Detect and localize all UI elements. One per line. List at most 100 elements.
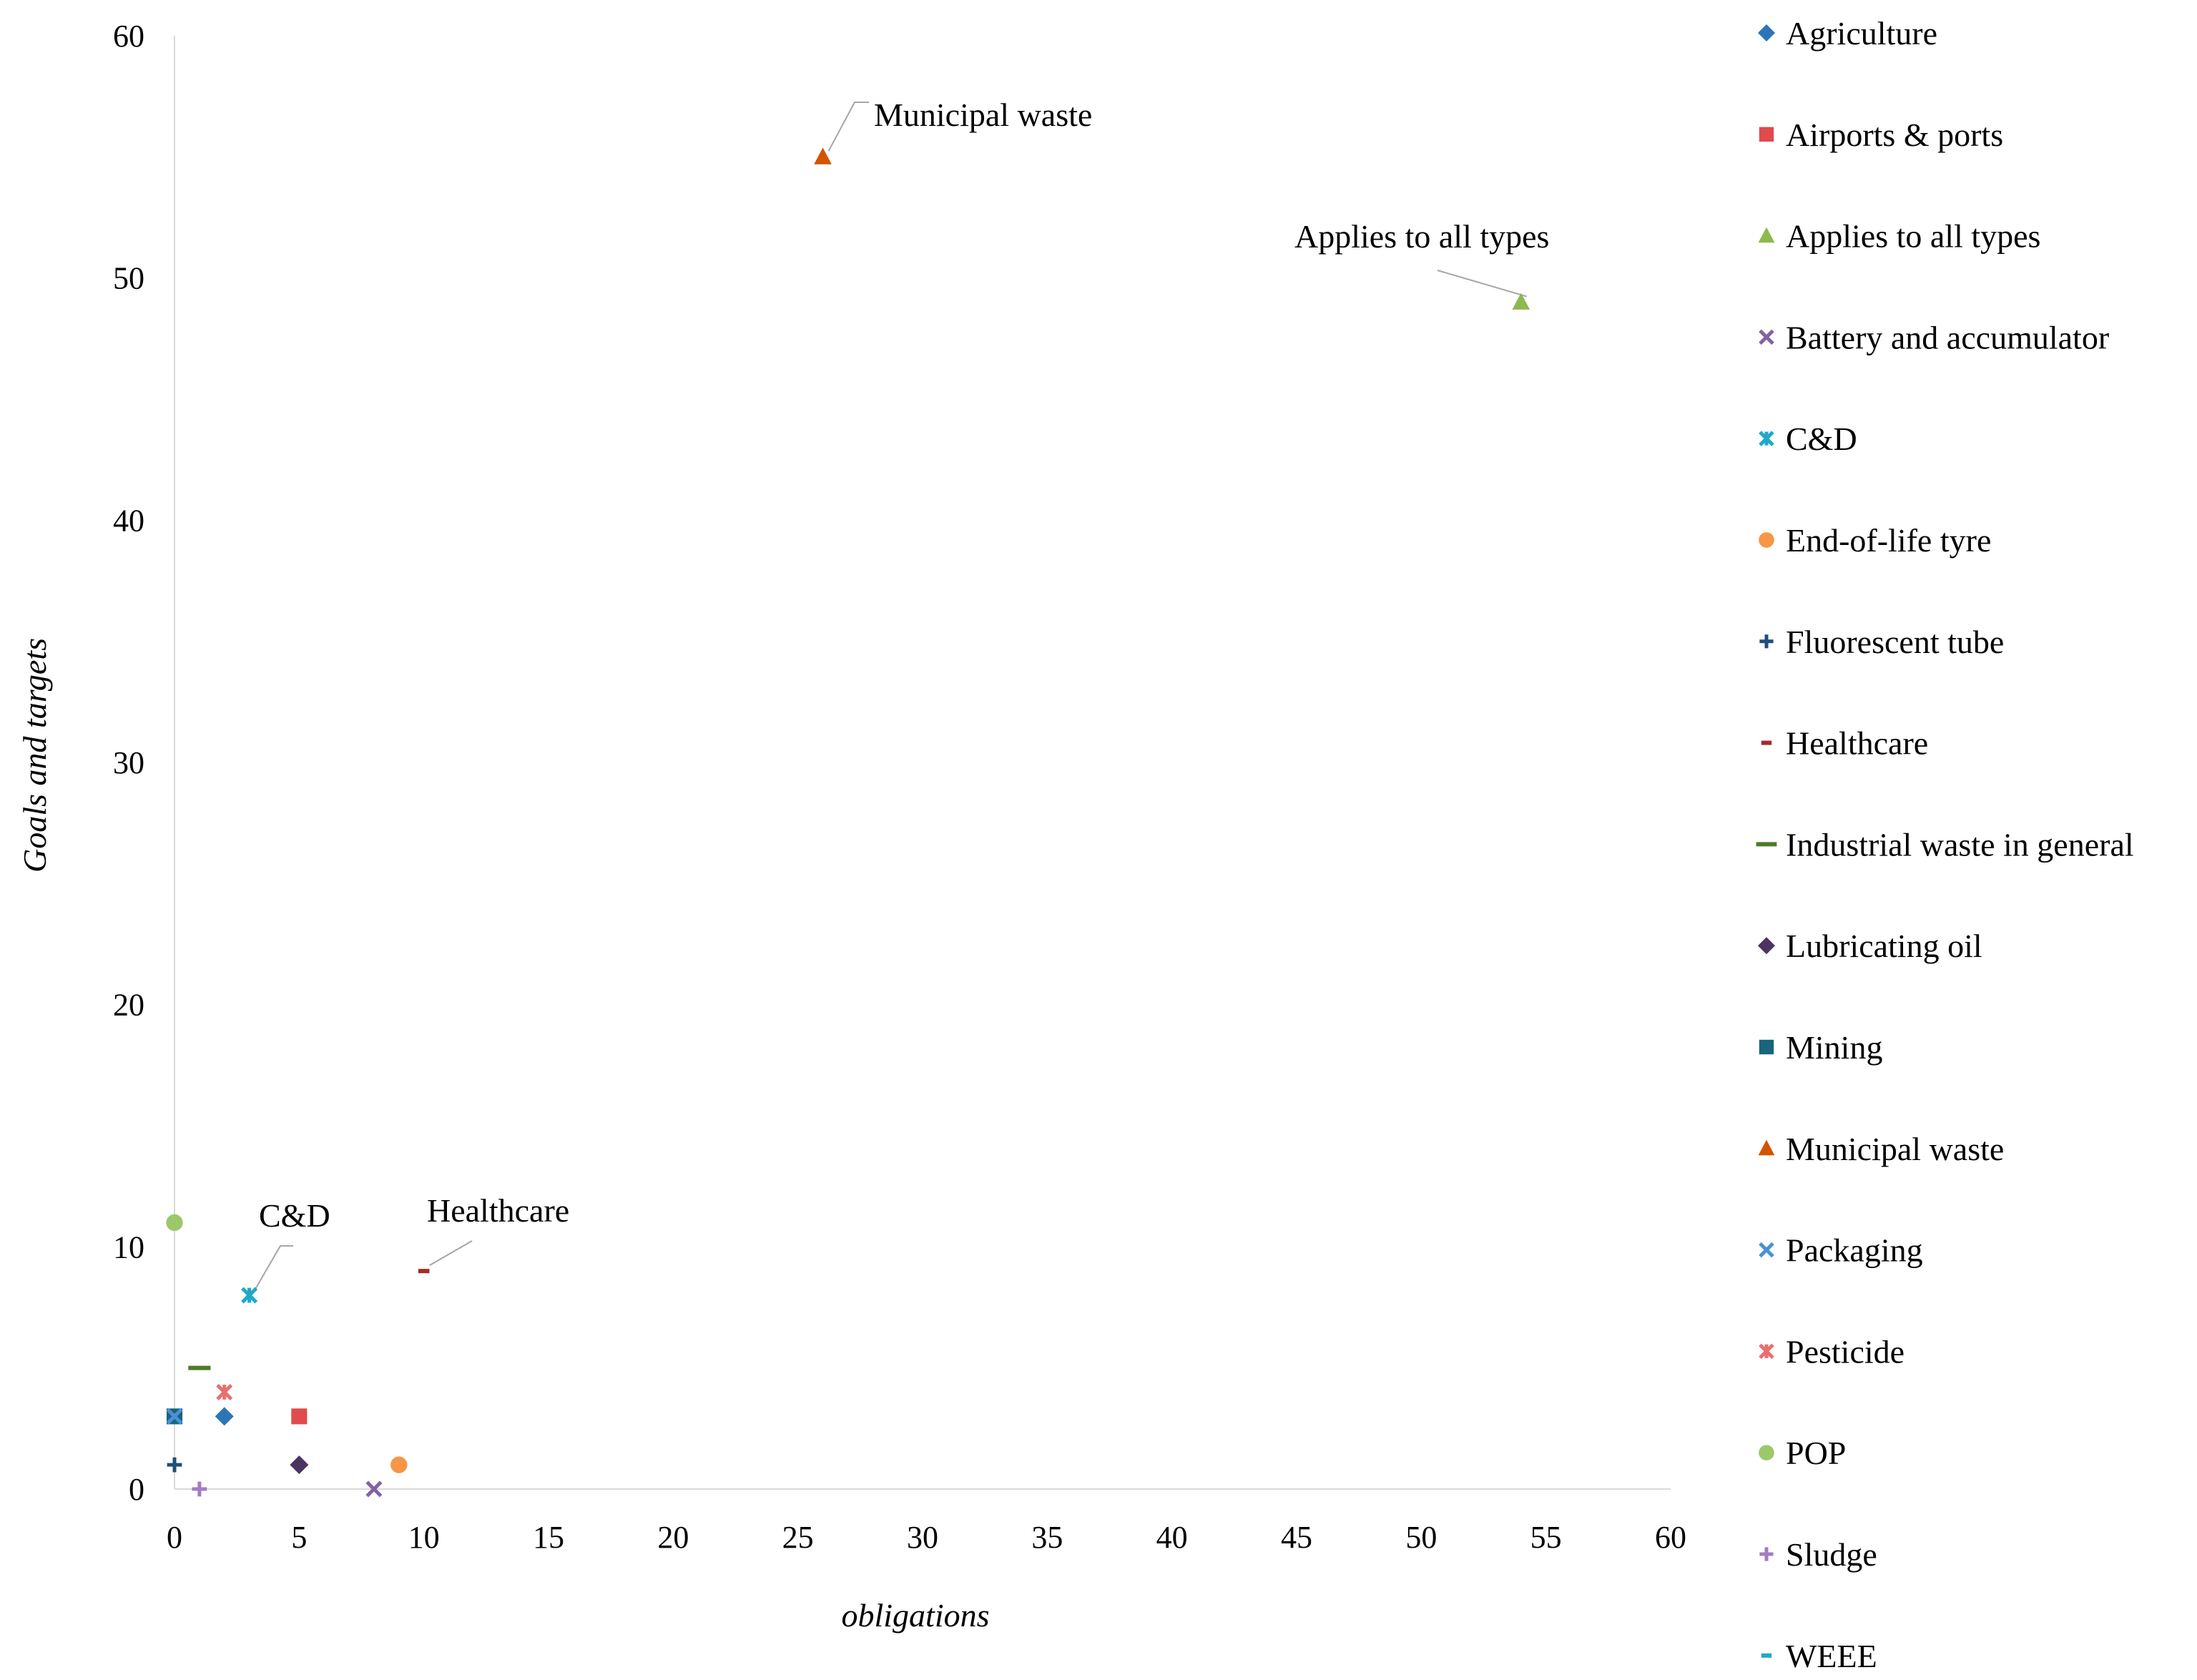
legend-item-industrial-waste-in-general: Industrial waste in general	[1756, 826, 2134, 863]
legend-marker-healthcare	[1761, 740, 1772, 745]
x-tick-label: 60	[1655, 1520, 1686, 1555]
legend-item-airports-and-ports: Airports & ports	[1759, 117, 2003, 153]
point-healthcare	[418, 1269, 430, 1274]
legend-marker-applies-to-all-types	[1758, 227, 1775, 243]
legend-marker-weee	[1761, 1653, 1772, 1658]
legend-item-end-of-life-tyre: End-of-life tyre	[1759, 522, 1991, 559]
legend-item-municipal-waste: Municipal waste	[1758, 1131, 2004, 1167]
y-axis-title: Goals and targets	[16, 638, 53, 873]
y-tick-label: 20	[113, 988, 144, 1023]
x-tick-label: 15	[533, 1520, 564, 1555]
x-tick-label: 0	[167, 1520, 182, 1555]
legend-item-packaging: Packaging	[1759, 1232, 1923, 1269]
legend-label: Packaging	[1786, 1232, 1923, 1269]
point-lubricating-oil	[290, 1455, 309, 1475]
legend-item-sludge: Sludge	[1759, 1536, 1877, 1573]
point-pop	[166, 1214, 183, 1232]
annotation-leader-healthcare	[429, 1240, 473, 1267]
legend-label: Healthcare	[1786, 725, 1928, 762]
point-municipal-waste	[814, 147, 832, 164]
point-fluorescent-tube	[167, 1457, 182, 1473]
point-packaging	[166, 1408, 183, 1425]
x-tick-label: 55	[1530, 1520, 1562, 1555]
legend-item-weee: WEEE	[1761, 1638, 1877, 1674]
legend-item-lubricating-oil: Lubricating oil	[1758, 928, 1982, 964]
legend-item-battery-and-accumulator: Battery and accumulator	[1759, 319, 2109, 355]
legend-item-healthcare: Healthcare	[1761, 725, 1928, 762]
legend-label: Battery and accumulator	[1786, 319, 2109, 355]
legend-label: Mining	[1786, 1029, 1882, 1066]
point-sludge	[192, 1481, 207, 1497]
legend-marker-pop	[1759, 1445, 1774, 1460]
y-tick-label: 60	[113, 19, 144, 54]
x-tick-label: 20	[657, 1520, 689, 1555]
data-points	[166, 147, 1530, 1498]
legend-label: WEEE	[1786, 1638, 1877, 1674]
legend-label: Industrial waste in general	[1786, 826, 2134, 863]
x-tick-label: 10	[408, 1520, 440, 1555]
annotation-candd: C&D	[259, 1197, 330, 1234]
legend-marker-pesticide	[1759, 1343, 1774, 1360]
legend-marker-agriculture	[1758, 24, 1775, 41]
legend-item-agriculture: Agriculture	[1758, 15, 1937, 51]
point-candd	[241, 1287, 258, 1304]
point-applies-to-all-types	[1512, 293, 1530, 310]
legend-label: Municipal waste	[1786, 1131, 2004, 1167]
legend-marker-sludge	[1759, 1547, 1774, 1561]
annotation-municipal-waste: Municipal waste	[874, 97, 1092, 133]
y-tick-label: 0	[129, 1472, 144, 1507]
legend-item-pesticide: Pesticide	[1759, 1333, 1904, 1370]
legend-marker-packaging	[1759, 1242, 1774, 1258]
legend-item-pop: POP	[1759, 1435, 1846, 1471]
legend-marker-lubricating-oil	[1758, 937, 1775, 955]
legend-label: Sludge	[1786, 1536, 1877, 1573]
legend-label: End-of-life tyre	[1786, 522, 1991, 559]
legend-marker-candd	[1759, 431, 1774, 446]
point-battery-and-accumulator	[365, 1480, 383, 1498]
legend-marker-fluorescent-tube	[1759, 634, 1774, 649]
legend-item-fluorescent-tube: Fluorescent tube	[1759, 624, 2004, 660]
legend-item-mining: Mining	[1759, 1029, 1882, 1066]
annotations: Municipal waste Applies to all types C&D He…	[254, 97, 1549, 1290]
x-tick-label: 35	[1031, 1520, 1063, 1555]
legend-label: Lubricating oil	[1786, 928, 1982, 964]
annotation-leader-candd	[254, 1245, 293, 1290]
axes: 0 5 10 15 20 25 30 35 40 45 50 55 60 0 10 20 30 40 50 60 obl…	[16, 19, 1686, 1634]
legend-label: Agriculture	[1786, 15, 1937, 51]
x-tick-label: 50	[1405, 1520, 1437, 1555]
legend-marker-industrial-waste-in-general	[1756, 842, 1777, 847]
annotation-healthcare: Healthcare	[427, 1192, 569, 1229]
legend-marker-airports-and-ports	[1759, 127, 1774, 142]
x-tick-label: 45	[1281, 1520, 1312, 1555]
point-airports-and-ports	[291, 1408, 308, 1425]
annotation-leader-municipal-waste	[827, 102, 869, 152]
legend: Agriculture Airports & ports Applies to al…	[1756, 15, 2134, 1674]
x-tick-label: 25	[782, 1520, 814, 1555]
y-tick-label: 30	[113, 745, 144, 780]
legend-item-candd: C&D	[1759, 421, 1857, 457]
legend-marker-battery-and-accumulator	[1759, 329, 1774, 345]
point-end-of-life-tyre	[390, 1456, 408, 1473]
annotation-leader-applies-to-all-types	[1437, 270, 1528, 298]
legend-marker-municipal-waste	[1758, 1139, 1775, 1156]
legend-item-applies-to-all-types: Applies to all types	[1758, 218, 2040, 255]
y-tick-label: 40	[113, 503, 144, 538]
y-tick-label: 50	[113, 261, 144, 296]
point-industrial-waste-in-general	[188, 1365, 211, 1370]
legend-label: Fluorescent tube	[1786, 624, 2004, 660]
legend-label: Pesticide	[1786, 1333, 1904, 1370]
legend-label: POP	[1786, 1435, 1846, 1471]
x-tick-label: 5	[291, 1520, 307, 1555]
x-tick-label: 40	[1156, 1520, 1188, 1555]
legend-label: Airports & ports	[1786, 117, 2003, 153]
legend-marker-end-of-life-tyre	[1759, 532, 1774, 548]
annotation-applies-to-all-types: Applies to all types	[1294, 218, 1549, 255]
legend-label: C&D	[1786, 421, 1857, 457]
x-axis-title: obligations	[841, 1597, 989, 1634]
point-agriculture	[215, 1407, 234, 1426]
legend-label: Applies to all types	[1786, 218, 2040, 255]
y-tick-label: 10	[113, 1229, 144, 1264]
x-tick-label: 30	[907, 1520, 938, 1555]
point-pesticide	[216, 1384, 233, 1401]
